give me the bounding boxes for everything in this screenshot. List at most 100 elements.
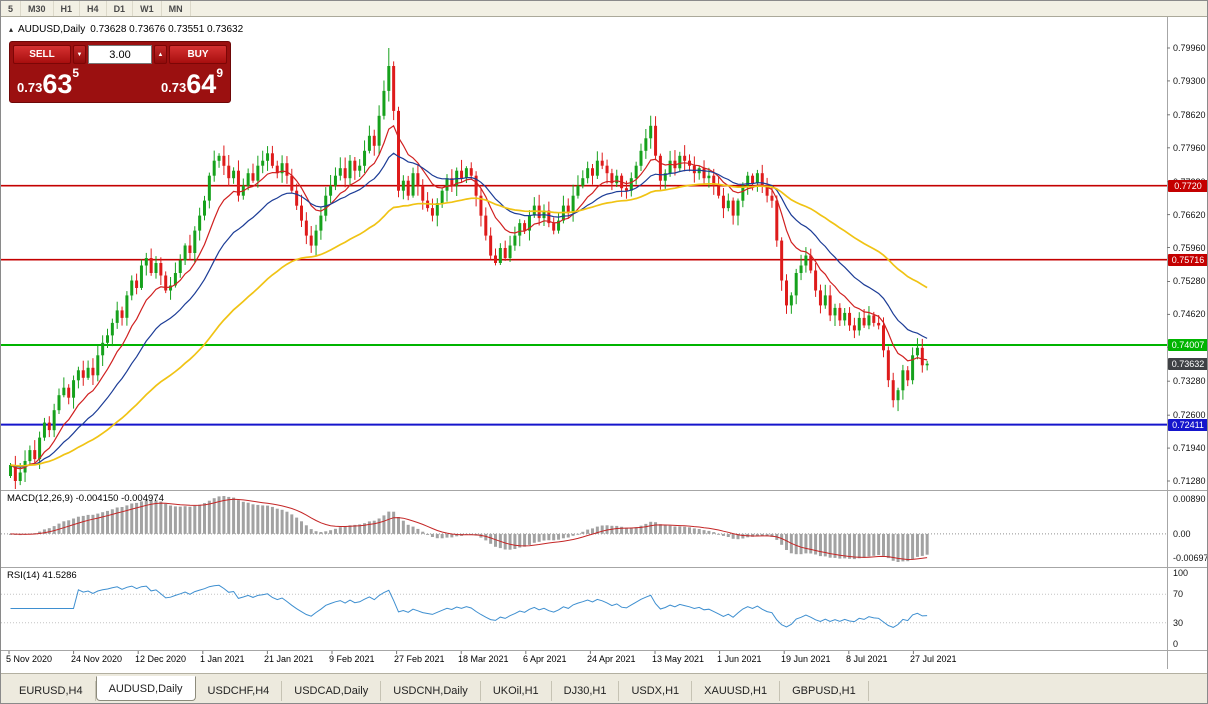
macd-scale-bottom: -0.00697 bbox=[1173, 553, 1208, 563]
candle-body bbox=[304, 220, 308, 236]
macd-histogram-bar bbox=[891, 533, 895, 561]
chart-tab-ukoil-h1[interactable]: UKOil,H1 bbox=[481, 681, 552, 701]
timeframe-button-h1[interactable]: H1 bbox=[54, 1, 81, 16]
candle-body bbox=[872, 315, 876, 323]
timeframe-button-d1[interactable]: D1 bbox=[107, 1, 134, 16]
candle-body bbox=[251, 173, 255, 181]
macd-histogram-bar bbox=[411, 526, 415, 534]
macd-histogram-bar bbox=[557, 533, 561, 540]
macd-histogram-bar bbox=[833, 533, 837, 558]
candle-body bbox=[717, 185, 721, 196]
candle-body bbox=[203, 200, 206, 216]
candle-body bbox=[91, 367, 95, 376]
chart-tabs: EURUSD,H4 AUDUSD,Daily USDCHF,H4 USDCAD,Dai… bbox=[7, 676, 1207, 701]
candle-body bbox=[833, 307, 837, 316]
candle-body bbox=[164, 275, 168, 291]
macd-histogram-bar bbox=[227, 496, 231, 534]
macd-histogram-bar bbox=[169, 505, 173, 534]
candle-body bbox=[838, 307, 842, 321]
macd-histogram-bar bbox=[358, 524, 362, 534]
timeframe-button-m30[interactable]: M30 bbox=[21, 1, 54, 16]
candle-body bbox=[159, 263, 163, 276]
timeframe-button-w1[interactable]: W1 bbox=[133, 1, 162, 16]
sell-price-display[interactable]: 0.73 63 5 bbox=[17, 65, 79, 99]
candle-body bbox=[794, 273, 798, 296]
chart-tab-eurusd-h4[interactable]: EURUSD,H4 bbox=[7, 681, 96, 701]
macd-histogram-bar bbox=[586, 529, 590, 534]
macd-histogram-bar bbox=[387, 511, 391, 534]
macd-histogram-bar bbox=[591, 528, 594, 534]
candle-body bbox=[736, 200, 740, 216]
chart-tab-gbpusd-h1[interactable]: GBPUSD,H1 bbox=[780, 681, 869, 701]
macd-histogram-bar bbox=[644, 523, 648, 534]
candle-body bbox=[76, 370, 80, 381]
candle-body bbox=[280, 163, 284, 174]
chart-tab-usdchf-h4[interactable]: USDCHF,H4 bbox=[196, 681, 283, 701]
time-axis[interactable]: 5 Nov 2020 24 Nov 2020 12 Dec 2020 1 Jan 20… bbox=[1, 651, 1167, 669]
volume-decrease-button[interactable]: ▼ bbox=[73, 45, 86, 64]
collapse-panel-icon[interactable]: ▴ bbox=[9, 25, 14, 34]
sell-button[interactable]: SELL bbox=[13, 45, 71, 64]
macd-histogram-bar bbox=[406, 524, 410, 534]
macd-histogram-bar bbox=[658, 524, 662, 534]
candle-body bbox=[67, 387, 71, 398]
time-axis-label: 18 Mar 2021 bbox=[458, 654, 509, 664]
timeframe-button-5[interactable]: 5 bbox=[1, 1, 22, 16]
macd-histogram-bar bbox=[173, 506, 177, 534]
macd-histogram-bar bbox=[363, 523, 367, 534]
macd-label-text: MACD(12,26,9) bbox=[7, 493, 73, 504]
chart-ohlc-values: 0.73628 0.73676 0.73551 0.73632 bbox=[90, 24, 244, 35]
chart-tab-usdx-h1[interactable]: USDX,H1 bbox=[619, 681, 693, 701]
candle-body bbox=[227, 165, 231, 179]
candle-body bbox=[901, 370, 905, 391]
macd-histogram-bar bbox=[178, 506, 182, 534]
macd-histogram-bar bbox=[91, 514, 95, 534]
buy-button[interactable]: BUY bbox=[169, 45, 227, 64]
chart-tab-usdcnh-daily[interactable]: USDCNH,Daily bbox=[381, 681, 481, 701]
time-axis-label: 12 Dec 2020 bbox=[135, 654, 187, 664]
macd-histogram-bar bbox=[770, 533, 774, 537]
candle-body bbox=[18, 472, 22, 481]
macd-histogram-bar bbox=[290, 514, 294, 534]
sell-price-sup: 5 bbox=[72, 66, 80, 80]
volume-increase-button[interactable]: ▲ bbox=[154, 45, 167, 64]
candle-body bbox=[13, 465, 17, 481]
chart-tab-xauusd-h1[interactable]: XAUUSD,H1 bbox=[692, 681, 781, 701]
candle-body bbox=[275, 165, 279, 174]
macd-histogram-bar bbox=[285, 511, 289, 534]
candle-body bbox=[397, 110, 400, 191]
chart-tab-usdcad-daily[interactable]: USDCAD,Daily bbox=[282, 681, 382, 701]
candle-body bbox=[644, 138, 648, 151]
candle-body bbox=[212, 160, 216, 176]
candle-body bbox=[372, 135, 376, 146]
timeframe-button-h4[interactable]: H4 bbox=[80, 1, 107, 16]
macd-histogram-bar bbox=[886, 533, 890, 559]
time-axis-label: 21 Jan 2021 bbox=[264, 654, 314, 664]
macd-histogram-bar bbox=[455, 533, 459, 537]
chart-tab-dj30-h1[interactable]: DJ30,H1 bbox=[552, 681, 620, 701]
candle-body bbox=[489, 235, 493, 256]
macd-histogram-bar bbox=[372, 520, 376, 534]
macd-histogram-bar bbox=[765, 533, 769, 537]
macd-histogram-bar bbox=[450, 533, 454, 538]
candle-body bbox=[300, 205, 303, 221]
buy-price-display[interactable]: 0.73 64 9 bbox=[161, 65, 223, 99]
candle-body bbox=[115, 310, 119, 323]
candle-body bbox=[464, 168, 468, 179]
macd-histogram-bar bbox=[668, 525, 672, 534]
candle-body bbox=[333, 175, 337, 186]
macd-histogram-bar bbox=[741, 533, 745, 539]
candle-body bbox=[586, 168, 590, 179]
timeframe-button-mn[interactable]: MN bbox=[162, 1, 191, 16]
chart-tab-audusd-daily[interactable]: AUDUSD,Daily bbox=[95, 676, 196, 701]
macd-histogram-bar bbox=[38, 531, 42, 534]
macd-histogram-bar bbox=[236, 500, 240, 534]
time-axis-label: 19 Jun 2021 bbox=[781, 654, 831, 664]
candle-body bbox=[518, 223, 522, 236]
macd-histogram-bar bbox=[435, 533, 439, 539]
macd-histogram-bar bbox=[794, 533, 798, 555]
volume-input[interactable]: 3.00 bbox=[88, 45, 152, 64]
candle-body bbox=[120, 310, 124, 318]
candle-body bbox=[789, 295, 793, 306]
